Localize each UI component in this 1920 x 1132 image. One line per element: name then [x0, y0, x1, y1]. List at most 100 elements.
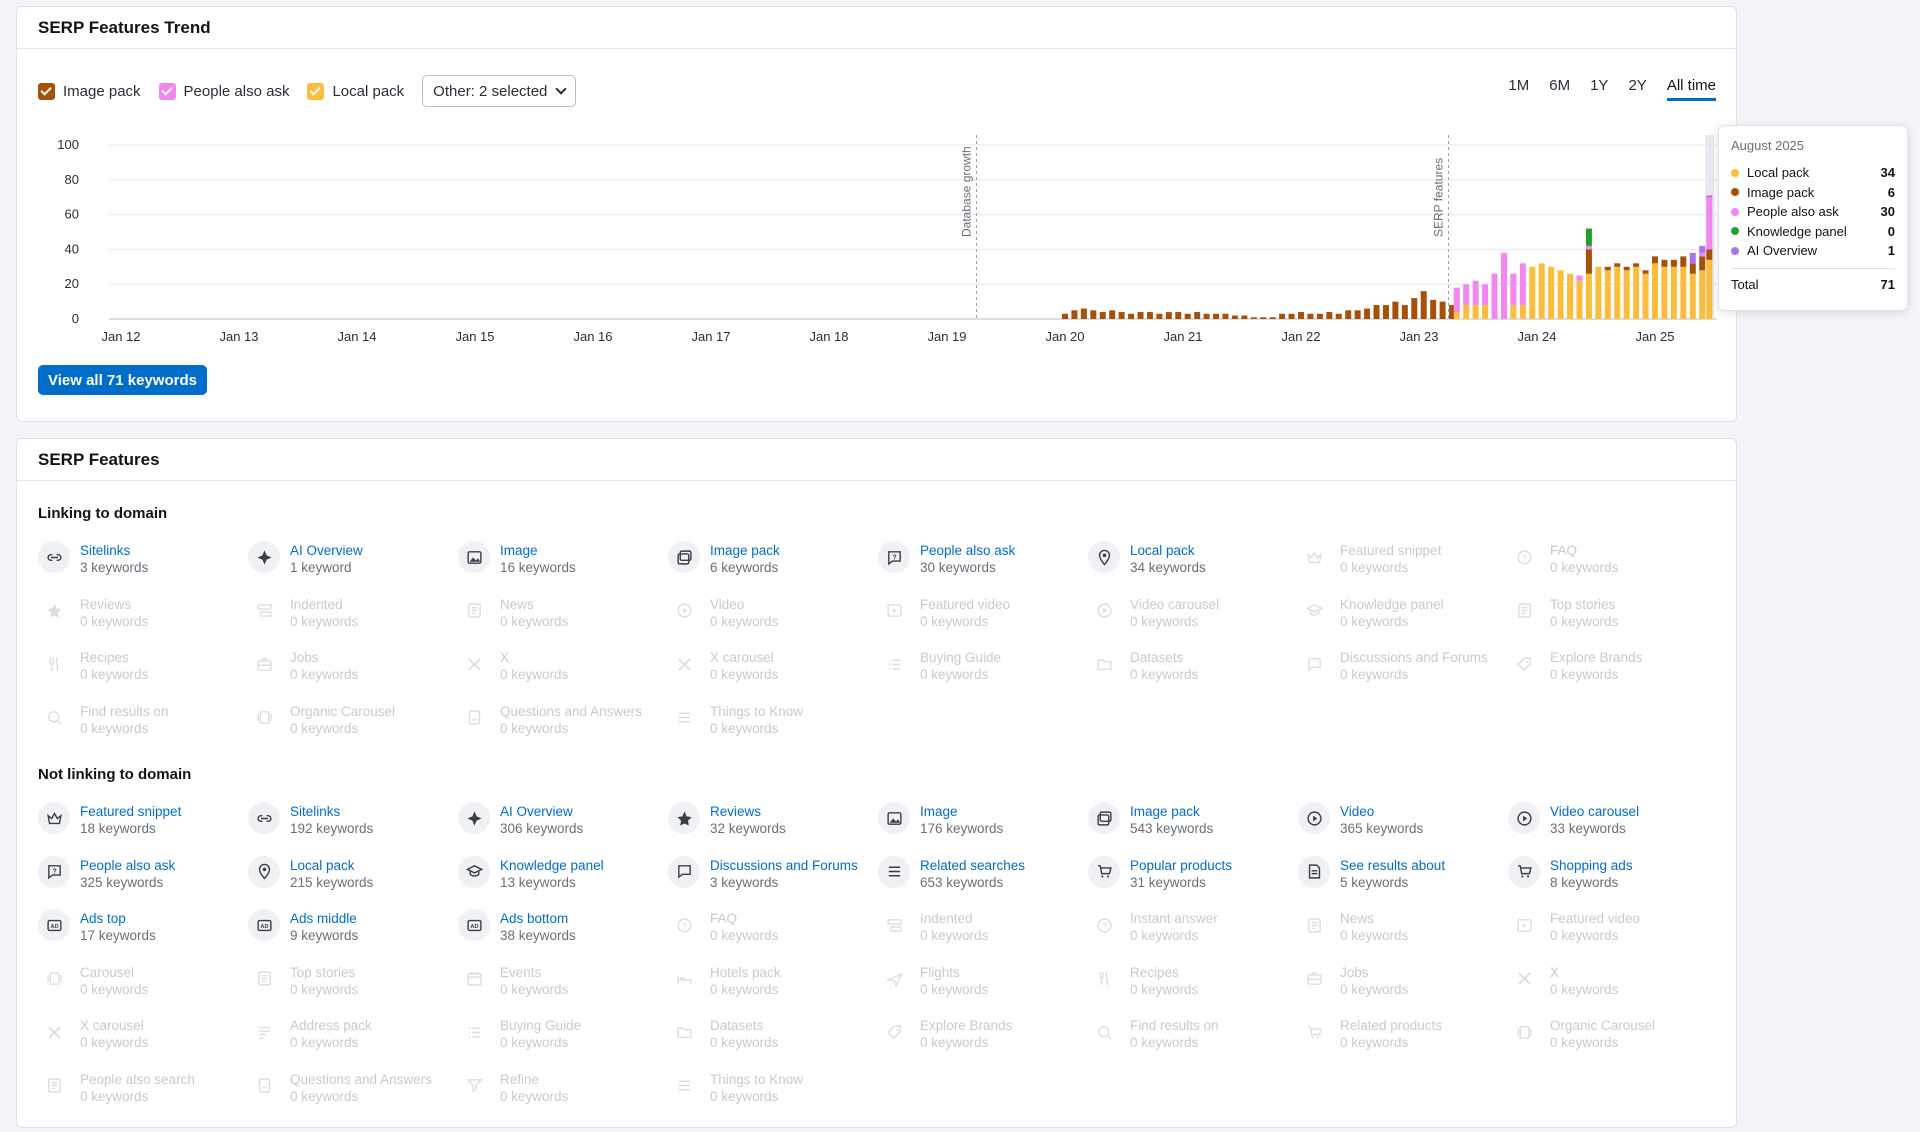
feature-name[interactable]: Discussions and Forums: [710, 857, 858, 873]
feature-item[interactable]: Local pack 34 keywords: [1088, 541, 1298, 595]
feature-item[interactable]: Video 365 keywords: [1298, 802, 1508, 856]
feature-item[interactable]: AI Overview 306 keywords: [458, 802, 668, 856]
feature-name[interactable]: Image: [920, 804, 958, 819]
feature-name[interactable]: Local pack: [290, 857, 355, 873]
feature-name[interactable]: Image pack: [1130, 804, 1200, 819]
feature-item[interactable]: Image 176 keywords: [878, 802, 1088, 856]
feature-item[interactable]: Shopping ads 8 keywords: [1508, 855, 1718, 910]
y-tick-label: 100: [57, 137, 79, 152]
feature-item[interactable]: Image pack 543 keywords: [1088, 802, 1298, 856]
bar-segment: [1661, 259, 1668, 267]
feature-name[interactable]: Featured snippet: [80, 804, 182, 819]
feature-name: News: [1340, 911, 1374, 926]
legend-local-pack[interactable]: Local pack: [307, 82, 404, 100]
feature-name: Find results on: [1130, 1018, 1219, 1033]
serp-trend-chart[interactable]: 0 20 40 60 80 100 Jan 12 Jan 13 Jan 14 Jan 15 Jan …: [17, 119, 1738, 359]
feature-name: Datasets: [1130, 650, 1184, 665]
bar-segment: [1463, 284, 1470, 306]
feature-item[interactable]: ? People also ask 30 keywords: [878, 541, 1088, 595]
feature-item[interactable]: Image pack 6 keywords: [668, 541, 878, 595]
feature-name[interactable]: People also ask: [920, 543, 1016, 558]
bar-segment: [1482, 284, 1489, 306]
range-1m[interactable]: 1M: [1508, 77, 1530, 94]
feature-name[interactable]: People also ask: [80, 857, 176, 873]
feature-item[interactable]: See results about 5 keywords: [1298, 855, 1508, 910]
feature-item: Refine 0 keywords: [458, 1070, 668, 1124]
feature-item[interactable]: Related searches 653 keywords: [878, 855, 1088, 910]
feature-name[interactable]: See results about: [1340, 857, 1446, 873]
feature-name[interactable]: Popular products: [1130, 857, 1233, 873]
feature-item: Things to Know 0 keywords: [668, 1070, 878, 1124]
feature-name[interactable]: Ads top: [80, 911, 126, 926]
feature-name[interactable]: Image: [500, 543, 538, 558]
feature-name: Organic Carousel: [1550, 1018, 1656, 1033]
feature-item[interactable]: Knowledge panel 13 keywords: [458, 855, 668, 910]
feature-name[interactable]: Related searches: [920, 857, 1026, 873]
feature-text: People also ask 325 keywords: [80, 856, 175, 891]
bar-segment: [1241, 315, 1248, 319]
range-1y[interactable]: 1Y: [1590, 77, 1609, 94]
question-icon: ?: [38, 855, 70, 888]
feature-item[interactable]: AD Ads middle 9 keywords: [248, 909, 458, 963]
tooltip-dot-icon: [1731, 227, 1739, 236]
feature-item[interactable]: Sitelinks 192 keywords: [248, 802, 458, 856]
bar-segment: [1689, 273, 1696, 319]
checkbox-people-also-ask[interactable]: [158, 82, 176, 100]
feature-name[interactable]: Shopping ads: [1550, 857, 1633, 873]
bar-segment: [1706, 195, 1713, 198]
feature-item[interactable]: Local pack 215 keywords: [248, 855, 458, 910]
bar-segment: [1482, 305, 1489, 319]
feature-name[interactable]: AI Overview: [290, 543, 363, 558]
range-2y[interactable]: 2Y: [1628, 77, 1647, 94]
feature-item[interactable]: Image 16 keywords: [458, 541, 668, 595]
feature-count: 0 keywords: [920, 1035, 989, 1050]
checkbox-local-pack[interactable]: [307, 82, 325, 100]
feature-name[interactable]: Image pack: [710, 543, 780, 558]
feature-name[interactable]: Knowledge panel: [500, 857, 604, 873]
tooltip-row-value: 34: [1880, 165, 1895, 181]
feature-text: Explore Brands 0 keywords: [1550, 648, 1642, 683]
feature-text: Events 0 keywords: [500, 963, 568, 998]
feature-item[interactable]: Reviews 32 keywords: [668, 802, 878, 856]
feature-name[interactable]: Reviews: [710, 804, 762, 819]
feature-name: Carousel: [80, 964, 135, 980]
crown-icon: [38, 802, 70, 834]
feature-name: Featured video: [1550, 911, 1641, 926]
feature-name[interactable]: Video: [1340, 804, 1375, 819]
feature-text: FAQ 0 keywords: [710, 909, 778, 944]
feature-item[interactable]: ? People also ask 325 keywords: [38, 855, 248, 910]
feature-item[interactable]: Sitelinks 3 keywords: [38, 541, 248, 595]
feature-count: 365 keywords: [1340, 821, 1424, 836]
feature-name[interactable]: Sitelinks: [80, 543, 131, 558]
checkbox-image-pack[interactable]: [38, 82, 55, 100]
feature-item[interactable]: Featured snippet 18 keywords: [38, 802, 248, 856]
feature-item[interactable]: AD Ads bottom 38 keywords: [458, 909, 668, 963]
other-features-dropdown[interactable]: Other: 2 selected: [422, 75, 577, 107]
feature-item[interactable]: AD Ads top 17 keywords: [38, 909, 248, 963]
legend-people-also-ask[interactable]: People also ask: [158, 82, 289, 100]
feature-item[interactable]: AI Overview 1 keyword: [248, 541, 458, 595]
briefcase-icon: [1298, 963, 1330, 995]
feature-name[interactable]: Ads middle: [290, 911, 357, 926]
bar-segment: [1538, 263, 1545, 319]
feature-item[interactable]: Popular products 31 keywords: [1088, 855, 1298, 910]
feature-name[interactable]: Video carousel: [1550, 804, 1640, 819]
feature-name[interactable]: Local pack: [1130, 543, 1195, 558]
feature-text: Featured video 0 keywords: [920, 595, 1010, 630]
feature-item: X carousel 0 keywords: [38, 1016, 248, 1070]
feature-name[interactable]: Ads bottom: [500, 911, 569, 926]
legend-image-pack[interactable]: Image pack: [38, 82, 141, 100]
feature-text: Find results on 0 keywords: [80, 702, 169, 737]
range-all-time[interactable]: All time: [1666, 77, 1716, 101]
feature-name[interactable]: Sitelinks: [290, 804, 341, 819]
feature-name[interactable]: AI Overview: [500, 804, 573, 819]
feature-item[interactable]: Discussions and Forums 3 keywords: [668, 855, 878, 910]
feature-name: Featured snippet: [1340, 543, 1442, 558]
checklist-icon: [458, 1016, 490, 1048]
view-all-keywords-button[interactable]: View all 71 keywords: [38, 365, 207, 395]
feature-item[interactable]: Video carousel 33 keywords: [1508, 802, 1718, 856]
tooltip-row: Knowledge panel 0: [1731, 222, 1895, 242]
feature-item: Hotels pack 0 keywords: [668, 963, 878, 1017]
range-6m[interactable]: 6M: [1549, 77, 1571, 94]
bar-segment: [1401, 305, 1408, 319]
